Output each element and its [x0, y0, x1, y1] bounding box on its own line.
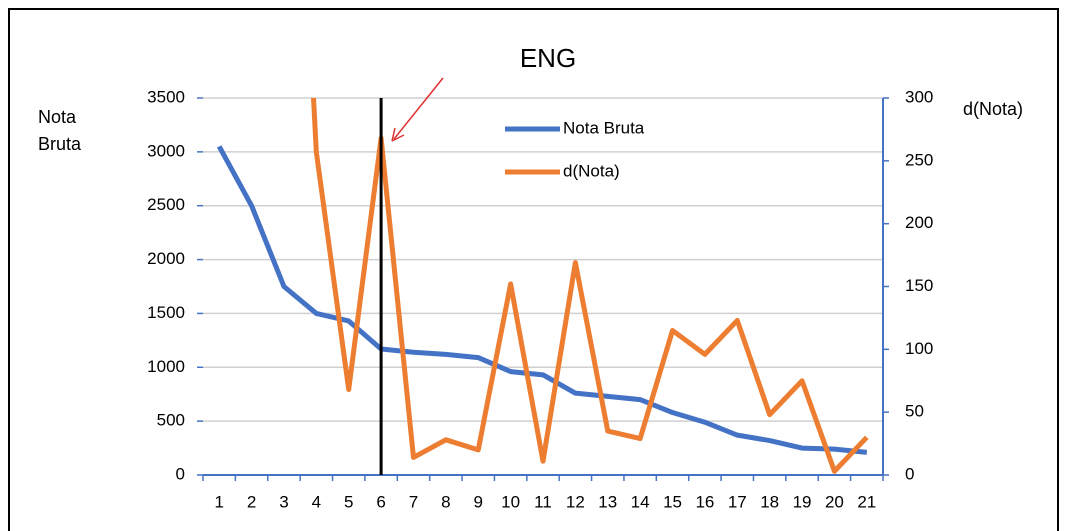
x-tick-label: 4 — [312, 492, 321, 511]
y-tick-label: 3500 — [147, 87, 185, 106]
y-tick-label: 0 — [176, 464, 185, 483]
x-tick-label: 5 — [344, 492, 353, 511]
x-tick-label: 13 — [598, 492, 617, 511]
y2-tick-label: 100 — [905, 339, 933, 358]
series-line — [216, 145, 868, 455]
x-tick-label: 3 — [279, 492, 288, 511]
x-tick-label: 17 — [728, 492, 747, 511]
y2-tick-label: 200 — [905, 213, 933, 232]
y2-tick-label: 250 — [905, 150, 933, 169]
x-tick-label: 11 — [534, 492, 552, 511]
annotation-arrow — [393, 77, 444, 140]
frame — [8, 8, 1059, 531]
y-tick-label: 1500 — [147, 303, 185, 322]
x-tick-label: 1 — [214, 492, 223, 511]
y-tick-label: 2000 — [147, 249, 185, 268]
y2-tick-label: 150 — [905, 276, 933, 295]
x-tick-label: 20 — [825, 492, 844, 511]
y2-tick-label: 300 — [905, 87, 933, 106]
x-tick-label: 14 — [631, 492, 650, 511]
x-tick-label: 16 — [695, 492, 714, 511]
x-tick-label: 15 — [663, 492, 682, 511]
chart-title: ENG — [520, 43, 576, 73]
y2-tick-label: 0 — [905, 464, 914, 483]
x-tick-label: 12 — [566, 492, 585, 511]
x-tick-label: 21 — [857, 492, 876, 511]
y-tick-label: 3000 — [147, 141, 185, 160]
y-tick-label: 500 — [157, 411, 185, 430]
y-tick-label: 1000 — [147, 357, 185, 376]
legend-label: Nota Bruta — [563, 118, 645, 137]
x-tick-label: 2 — [247, 492, 256, 511]
x-tick-label: 19 — [793, 492, 812, 511]
y-tick-label: 2500 — [147, 195, 185, 214]
y-axis-label: Nota Bruta — [38, 107, 82, 154]
x-tick-label: 7 — [409, 492, 418, 511]
plot-area — [216, 98, 869, 474]
annotation-arrowhead — [391, 127, 405, 142]
legend-label: d(Nota) — [563, 161, 620, 180]
x-tick-label: 18 — [760, 492, 779, 511]
series-line — [311, 98, 869, 474]
x-tick-label: 6 — [376, 492, 385, 511]
x-tick-label: 8 — [441, 492, 450, 511]
y2-axis-label: d(Nota) — [963, 99, 1023, 119]
x-tick-label: 10 — [501, 492, 520, 511]
y2-tick-label: 50 — [905, 402, 924, 421]
x-tick-label: 9 — [474, 492, 483, 511]
